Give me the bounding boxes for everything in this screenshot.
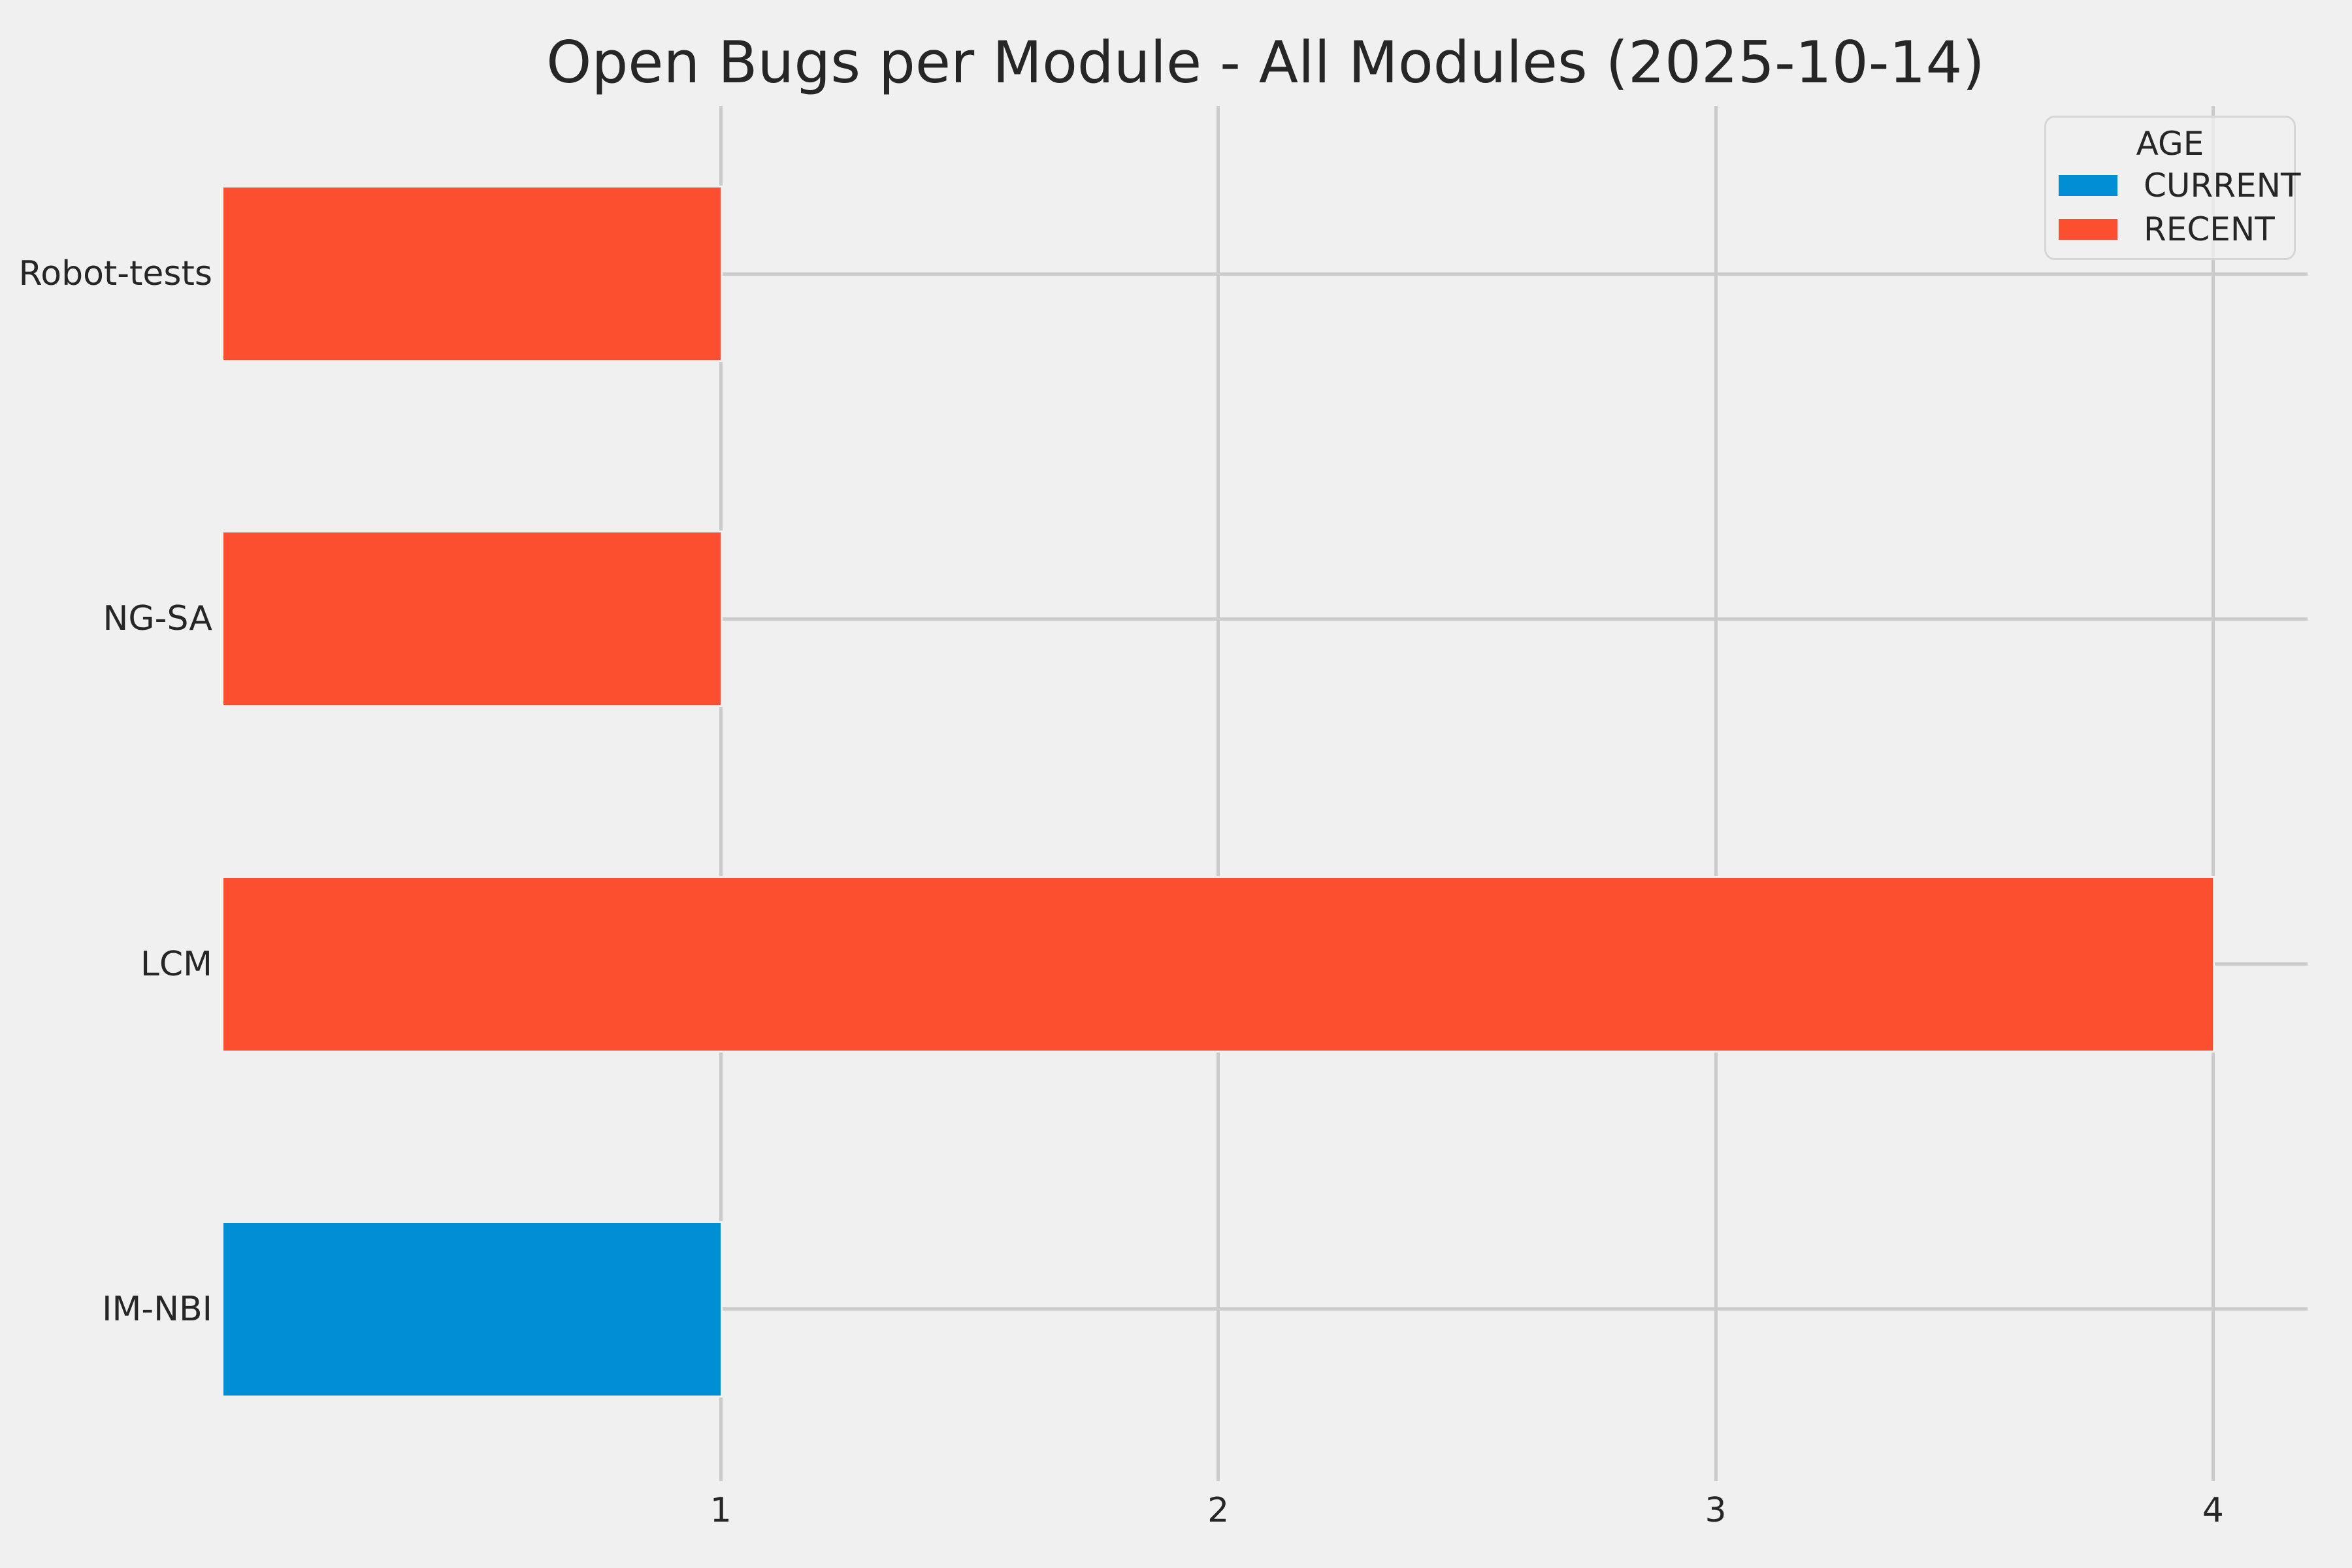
y-label-ng-sa: NG-SA	[103, 599, 212, 639]
x-tick-label-2: 2	[1207, 1491, 1230, 1530]
gridline-x-3	[1714, 106, 1718, 1481]
gridline-row-robot-tests	[223, 272, 2308, 276]
legend-swatch-current	[2059, 174, 2117, 196]
y-label-robot-tests: Robot-tests	[18, 254, 212, 293]
x-tick-label-3: 3	[1705, 1491, 1727, 1530]
y-label-lcm: LCM	[140, 944, 212, 984]
gridline-x-1	[719, 106, 723, 1481]
gridline-row-ng-sa	[223, 617, 2308, 621]
gridline-row-im-nbi	[223, 1307, 2308, 1311]
chart-title: Open Bugs per Module - All Modules (2025…	[546, 29, 1985, 96]
legend-title: AGE	[2136, 125, 2204, 163]
legend-label-current: CURRENT	[2144, 166, 2301, 204]
legend: AGE CURRENT RECENT	[2044, 116, 2301, 260]
bar-lcm	[223, 877, 2213, 1051]
bar-ng-sa	[223, 532, 721, 706]
gridline-x-4	[2211, 106, 2215, 1481]
legend-entry-current: CURRENT	[2046, 163, 2301, 207]
legend-swatch-recent	[2059, 218, 2117, 240]
legend-entry-recent: RECENT	[2046, 207, 2294, 251]
legend-entries: CURRENT RECENT	[2046, 163, 2301, 251]
x-tick-label-1: 1	[710, 1491, 732, 1530]
legend-label-recent: RECENT	[2144, 210, 2275, 248]
bar-im-nbi	[223, 1222, 721, 1396]
bar-robot-tests	[223, 188, 721, 360]
y-label-im-nbi: IM-NBI	[102, 1289, 212, 1329]
gridline-x-2	[1217, 106, 1220, 1481]
x-tick-label-4: 4	[2202, 1491, 2224, 1530]
